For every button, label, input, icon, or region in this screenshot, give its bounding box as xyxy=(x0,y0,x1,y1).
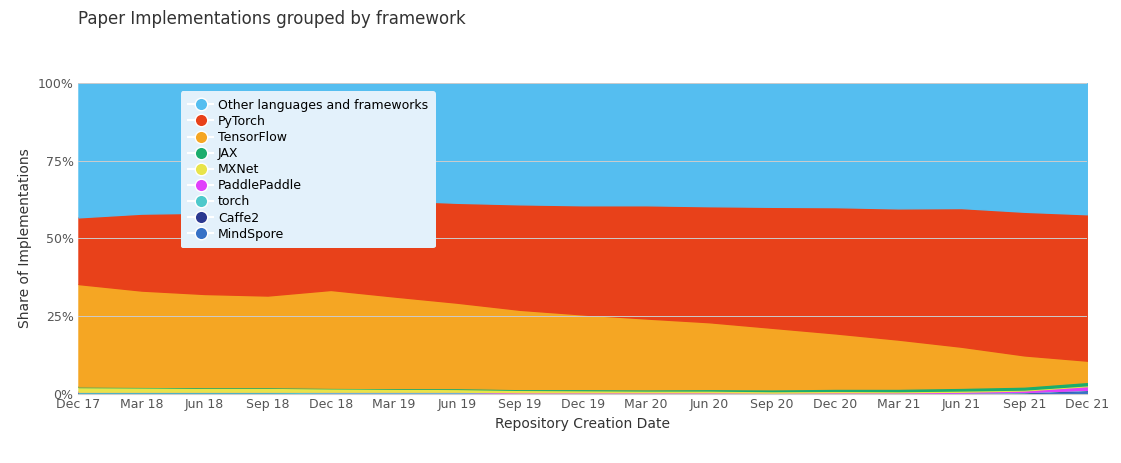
Y-axis label: Share of Implementations: Share of Implementations xyxy=(18,149,33,328)
Text: Paper Implementations grouped by framework: Paper Implementations grouped by framewo… xyxy=(78,10,466,28)
X-axis label: Repository Creation Date: Repository Creation Date xyxy=(495,417,670,431)
Legend: Other languages and frameworks, PyTorch, TensorFlow, JAX, MXNet, PaddlePaddle, t: Other languages and frameworks, PyTorch,… xyxy=(180,91,436,248)
